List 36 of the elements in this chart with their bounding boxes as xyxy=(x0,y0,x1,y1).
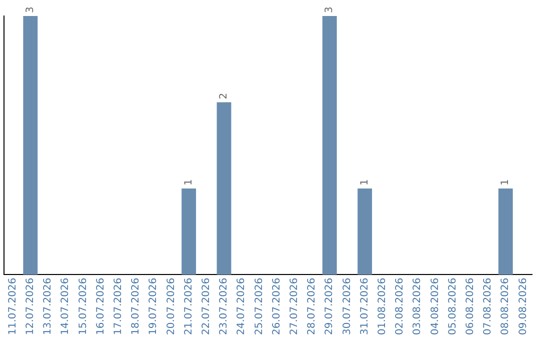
x-tick-label: 28.07.2026 xyxy=(306,278,318,336)
x-tick-label: 31.07.2026 xyxy=(359,278,370,336)
x-tick-label: 20.07.2026 xyxy=(166,278,177,336)
x-tick-label: 25.07.2026 xyxy=(254,278,265,336)
x-tick-label: 12.07.2026 xyxy=(24,278,36,336)
x-tick-label: 02.08.2026 xyxy=(394,278,406,336)
x-tick-label: 09.08.2026 xyxy=(518,278,529,336)
data-label: 3 xyxy=(24,6,36,13)
x-tick-label: 01.08.2026 xyxy=(376,278,388,336)
x-tick-label: 27.07.2026 xyxy=(288,278,300,336)
x-tick-label: 05.08.2026 xyxy=(447,278,458,336)
x-tick-label: 07.08.2026 xyxy=(482,278,494,336)
x-tick-label: 11.07.2026 xyxy=(7,278,18,336)
x-tick-label: 06.08.2026 xyxy=(464,278,476,336)
x-tick-label: 14.07.2026 xyxy=(60,278,72,336)
x-tick-label: 13.07.2026 xyxy=(42,278,54,336)
x-tick-label: 03.08.2026 xyxy=(412,278,424,336)
x-tick-label: 04.08.2026 xyxy=(430,278,441,336)
x-tick-label: 22.07.2026 xyxy=(200,278,212,336)
x-tick-label: 30.07.2026 xyxy=(342,278,353,336)
data-label: 3 xyxy=(324,6,336,13)
data-label: 1 xyxy=(500,179,512,186)
data-label: 1 xyxy=(183,179,194,186)
x-tick-label: 23.07.2026 xyxy=(218,278,230,336)
data-label: 2 xyxy=(218,92,230,100)
x-tick-label: 16.07.2026 xyxy=(95,278,106,336)
x-tick-label: 21.07.2026 xyxy=(183,278,194,336)
x-tick-label: 26.07.2026 xyxy=(271,278,282,336)
x-tick-label: 08.08.2026 xyxy=(500,278,512,336)
x-tick-label: 18.07.2026 xyxy=(130,278,142,336)
x-tick-label: 19.07.2026 xyxy=(148,278,160,336)
x-tick-label: 15.07.2026 xyxy=(78,278,89,336)
x-tick-label: 29.07.2026 xyxy=(324,278,336,336)
x-tick-label: 24.07.2026 xyxy=(236,278,248,336)
x-tick-label: 17.07.2026 xyxy=(112,278,124,336)
data-label: 1 xyxy=(359,179,370,186)
